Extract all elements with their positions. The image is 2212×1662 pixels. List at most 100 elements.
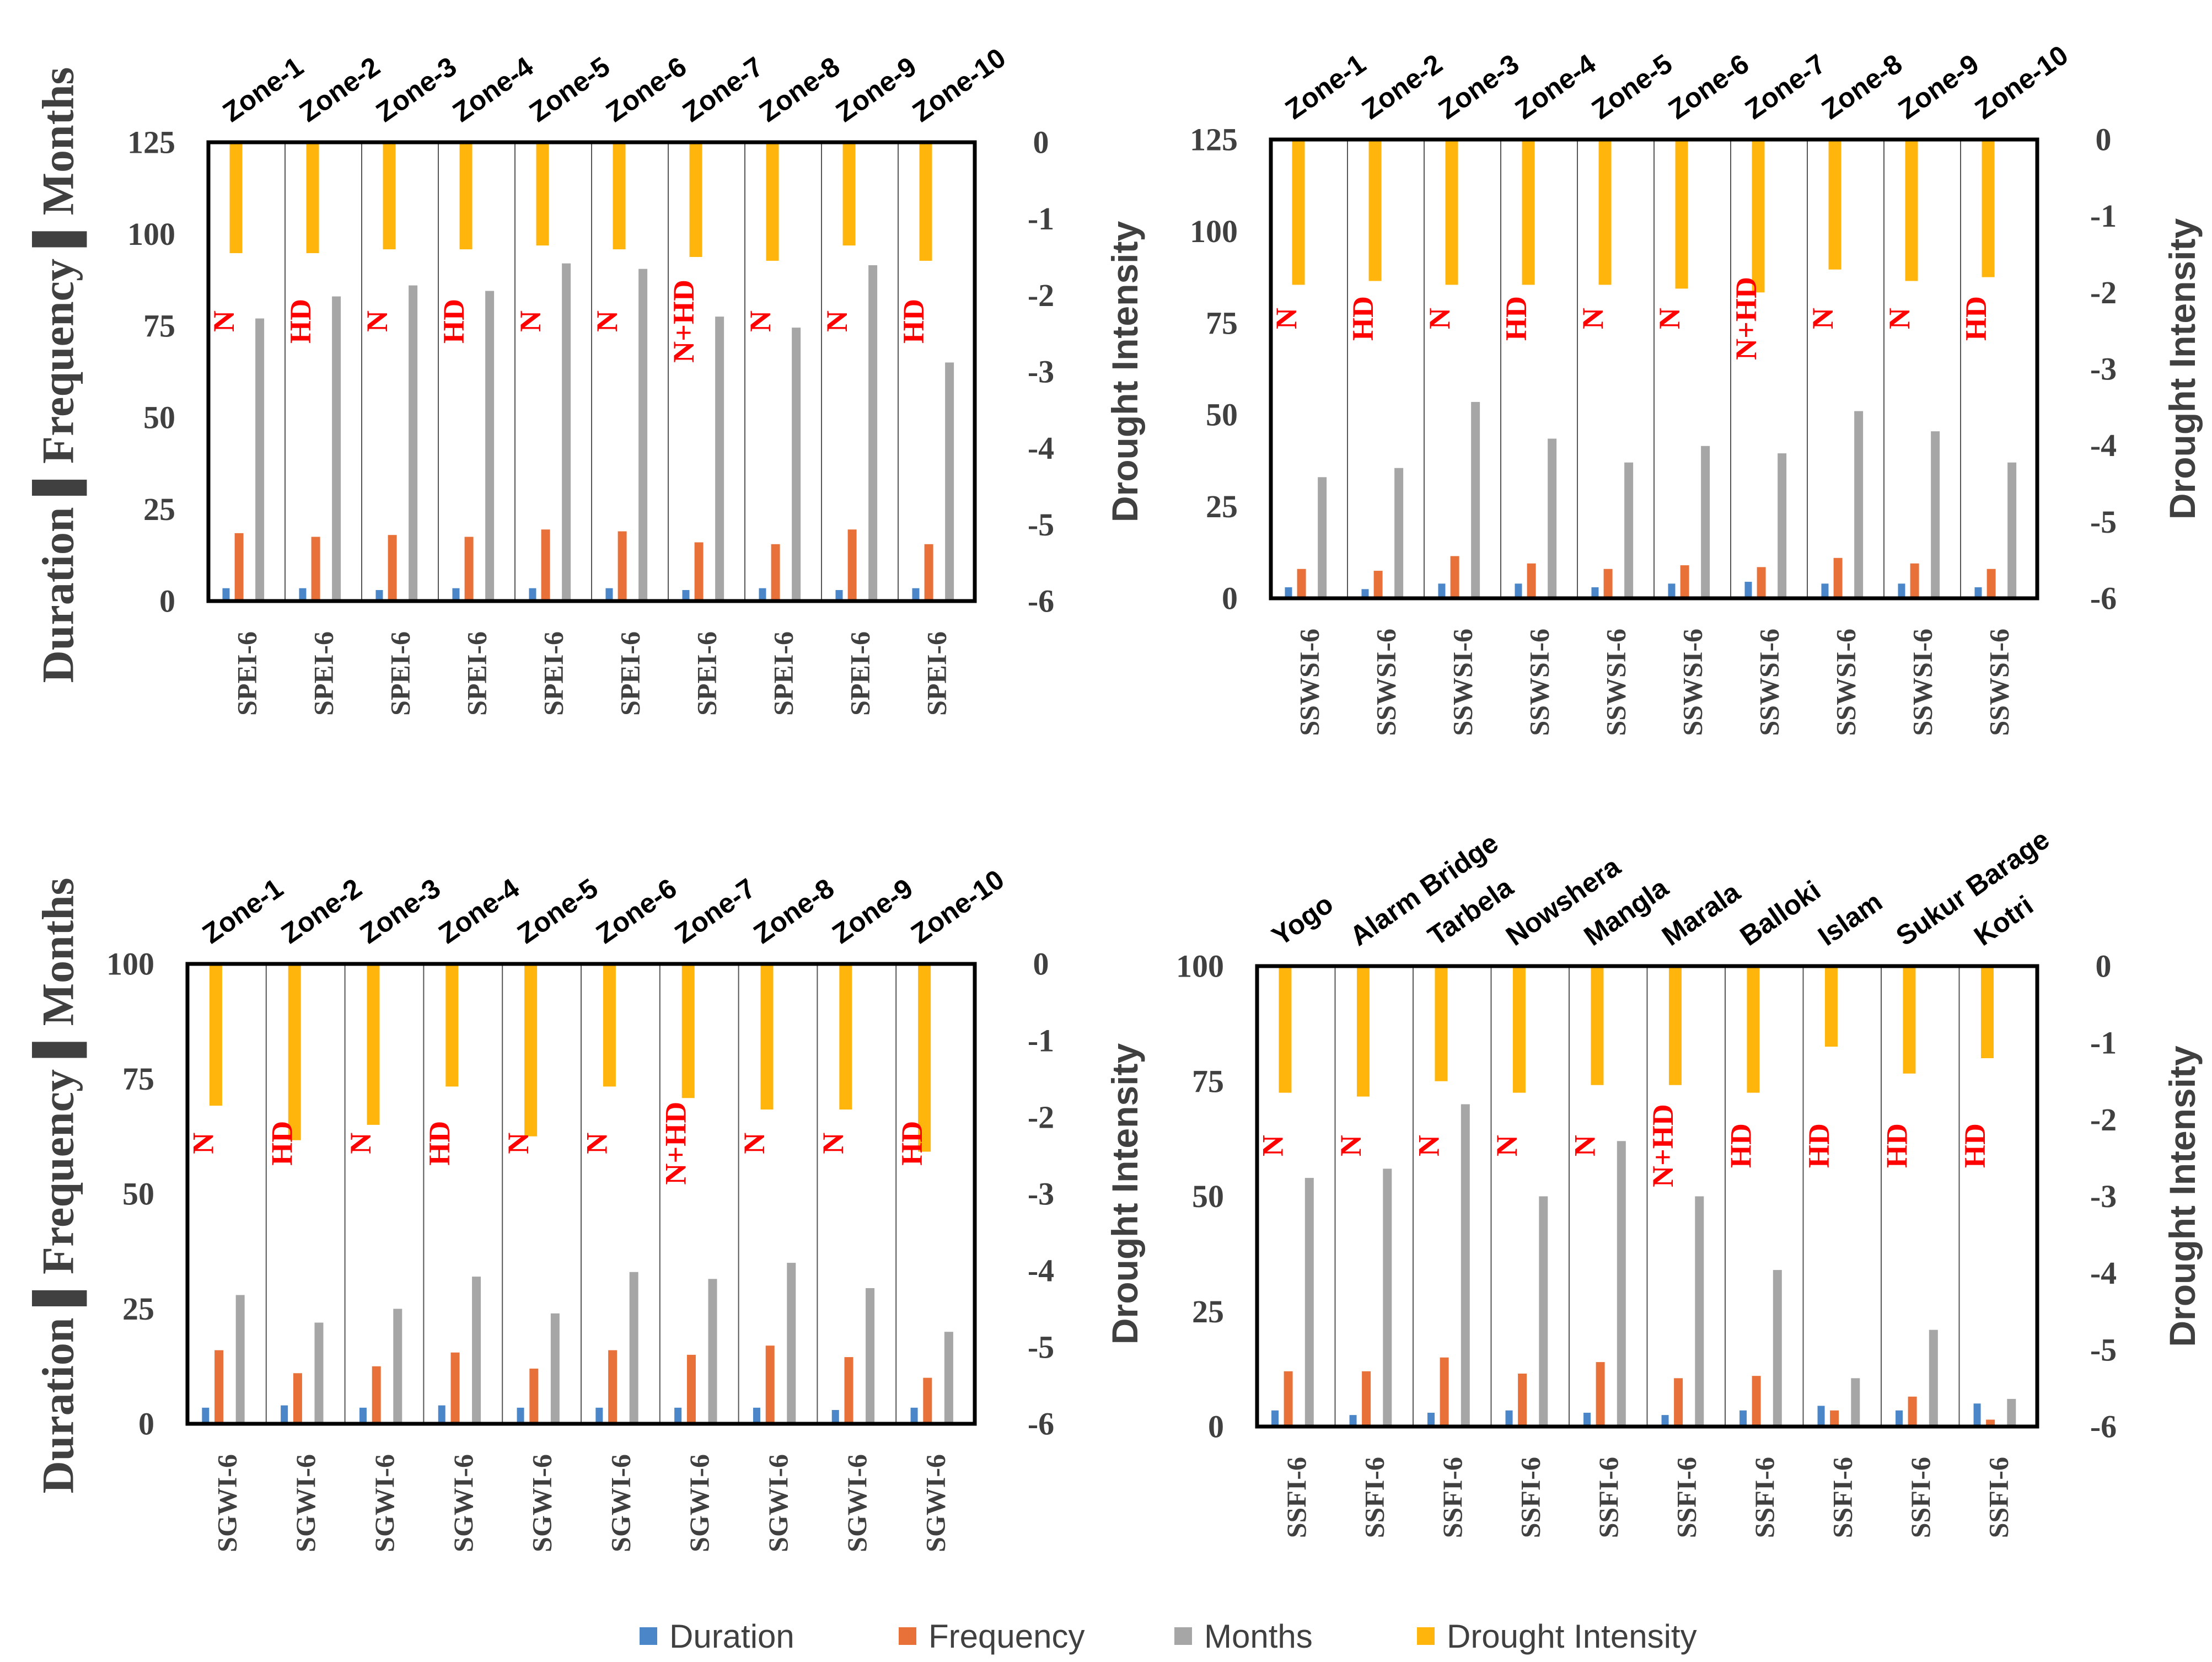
frequency-bar: [923, 1377, 932, 1424]
months-bar: [2007, 462, 2017, 598]
top-category-label: Zone-7: [1739, 48, 1831, 125]
y-tick-label: 125: [1190, 122, 1238, 158]
y2-tick-label: 0: [2096, 122, 2112, 158]
annotation-label: N: [187, 1133, 220, 1154]
bottom-category-label: SSWSI-6: [1830, 629, 1861, 736]
duration-bar: [529, 588, 536, 601]
y2-tick-label: -5: [1028, 1329, 1054, 1365]
bottom-category-label: SPEI-6: [461, 631, 492, 716]
duration-bar: [674, 1407, 682, 1424]
y-tick-label: 100: [106, 946, 154, 982]
top-category-label: Zone-2: [1356, 48, 1448, 125]
y-axis-label: Duration ▌Frequency ▌Months: [32, 67, 87, 683]
annotation-label: N: [817, 1133, 850, 1154]
legend-swatch-intensity: [1417, 1627, 1435, 1645]
top-category-label: Zone-3: [371, 51, 462, 128]
bottom-category-label: SSFI-6: [1749, 1457, 1780, 1538]
top-category-label: Zone-3: [1433, 48, 1524, 125]
months-bar: [715, 317, 724, 601]
months-bar: [708, 1279, 717, 1424]
y2-tick-label: -3: [2090, 351, 2117, 387]
frequency-bar: [844, 1357, 853, 1424]
y2-tick-label: -5: [2090, 1332, 2117, 1368]
top-category-label: Zone-9: [1893, 48, 1984, 125]
chart-panel-1: N HD N HD N N N+HD N N HD 0 25 50 75 100 125 0 -1 -2 -3 -4 -5…: [32, 42, 1146, 716]
y2-tick-label: -4: [1028, 430, 1054, 466]
duration-bar: [1668, 583, 1676, 598]
bottom-category-label: SSFI-6: [1983, 1457, 2014, 1538]
bottom-category-label: SPEI-6: [768, 631, 799, 716]
legend-swatch-duration: [640, 1627, 657, 1645]
duration-bar: [1583, 1412, 1591, 1427]
y2-tick-label: -5: [2090, 504, 2117, 540]
months-bar: [1471, 401, 1480, 598]
frequency-bar: [1297, 569, 1306, 598]
duration-bar: [281, 1405, 288, 1424]
legend-item-months[interactable]: Months: [1174, 1618, 1313, 1655]
y-tick-label: 125: [127, 125, 175, 160]
duration-bar: [1973, 1403, 1981, 1427]
duration-bar: [1974, 587, 1982, 598]
duration-bar: [1821, 583, 1829, 598]
frequency-bar: [234, 533, 244, 601]
y-tick-label: 50: [1192, 1178, 1224, 1214]
months-bar: [787, 1263, 796, 1424]
intensity-bar: [1982, 140, 1995, 277]
duration-bar: [1438, 583, 1446, 598]
bottom-category-label: SSFI-6: [1593, 1457, 1624, 1538]
bottom-category-label: SPEI-6: [232, 631, 262, 716]
bottom-category-label: SSWSI-6: [1524, 629, 1555, 736]
y-tick-label: 75: [1192, 1063, 1224, 1099]
months-bar: [409, 285, 418, 601]
top-category-label: Zone-4: [433, 872, 525, 950]
y2-tick-label: -4: [1028, 1253, 1054, 1289]
months-bar: [1773, 1270, 1782, 1427]
duration-bar: [1898, 583, 1905, 598]
frequency-bar: [464, 537, 474, 601]
frequency-bar: [214, 1350, 224, 1424]
months-bar: [1304, 1178, 1314, 1427]
bottom-category-label: SPEI-6: [691, 631, 722, 716]
intensity-bar: [1668, 966, 1682, 1085]
y2-axis-label: Drought Intensity: [2162, 218, 2203, 520]
frequency-bar: [608, 1350, 618, 1424]
bottom-category-label: SPEI-6: [845, 631, 876, 716]
intensity-bar: [459, 142, 473, 250]
intensity-bar: [1980, 966, 1994, 1058]
duration-bar: [835, 590, 843, 601]
annotation-label: N: [1412, 1135, 1445, 1156]
y-tick-label: 0: [1222, 581, 1238, 616]
top-category-label: Zone-5: [524, 51, 615, 128]
months-bar: [1854, 411, 1864, 598]
annotation-label: N: [1806, 308, 1839, 329]
intensity-bar: [1903, 966, 1916, 1074]
y-tick-label: 75: [122, 1061, 154, 1097]
frequency-bar: [924, 544, 933, 601]
legend-item-frequency[interactable]: Frequency: [899, 1618, 1084, 1655]
top-category-label: Zone-2: [294, 51, 385, 128]
legend-item-intensity[interactable]: Drought Intensity: [1417, 1618, 1697, 1655]
duration-bar: [1505, 1410, 1513, 1427]
frequency-bar: [541, 529, 550, 601]
duration-bar: [1271, 1410, 1279, 1427]
annotation-label: N+HD: [1730, 277, 1763, 360]
top-category-label: Zone-8: [748, 872, 840, 950]
months-bar: [945, 362, 954, 601]
bottom-category-label: SGWI-6: [920, 1454, 951, 1552]
months-bar: [638, 269, 648, 602]
months-bar: [472, 1277, 481, 1424]
bottom-category-label: SSWSI-6: [1754, 629, 1785, 736]
frequency-bar: [1833, 557, 1843, 598]
bottom-category-label: SSFI-6: [1515, 1457, 1545, 1538]
months-bar: [629, 1272, 638, 1424]
intensity-bar: [1598, 140, 1612, 285]
frequency-bar: [1757, 567, 1766, 598]
intensity-bar: [681, 964, 695, 1098]
bottom-category-label: SGWI-6: [841, 1454, 872, 1552]
frequency-bar: [847, 529, 857, 601]
legend-item-duration[interactable]: Duration: [640, 1618, 794, 1655]
duration-bar: [910, 1407, 918, 1424]
intensity-bar: [919, 142, 932, 261]
annotation-label: HD: [1802, 1123, 1835, 1168]
